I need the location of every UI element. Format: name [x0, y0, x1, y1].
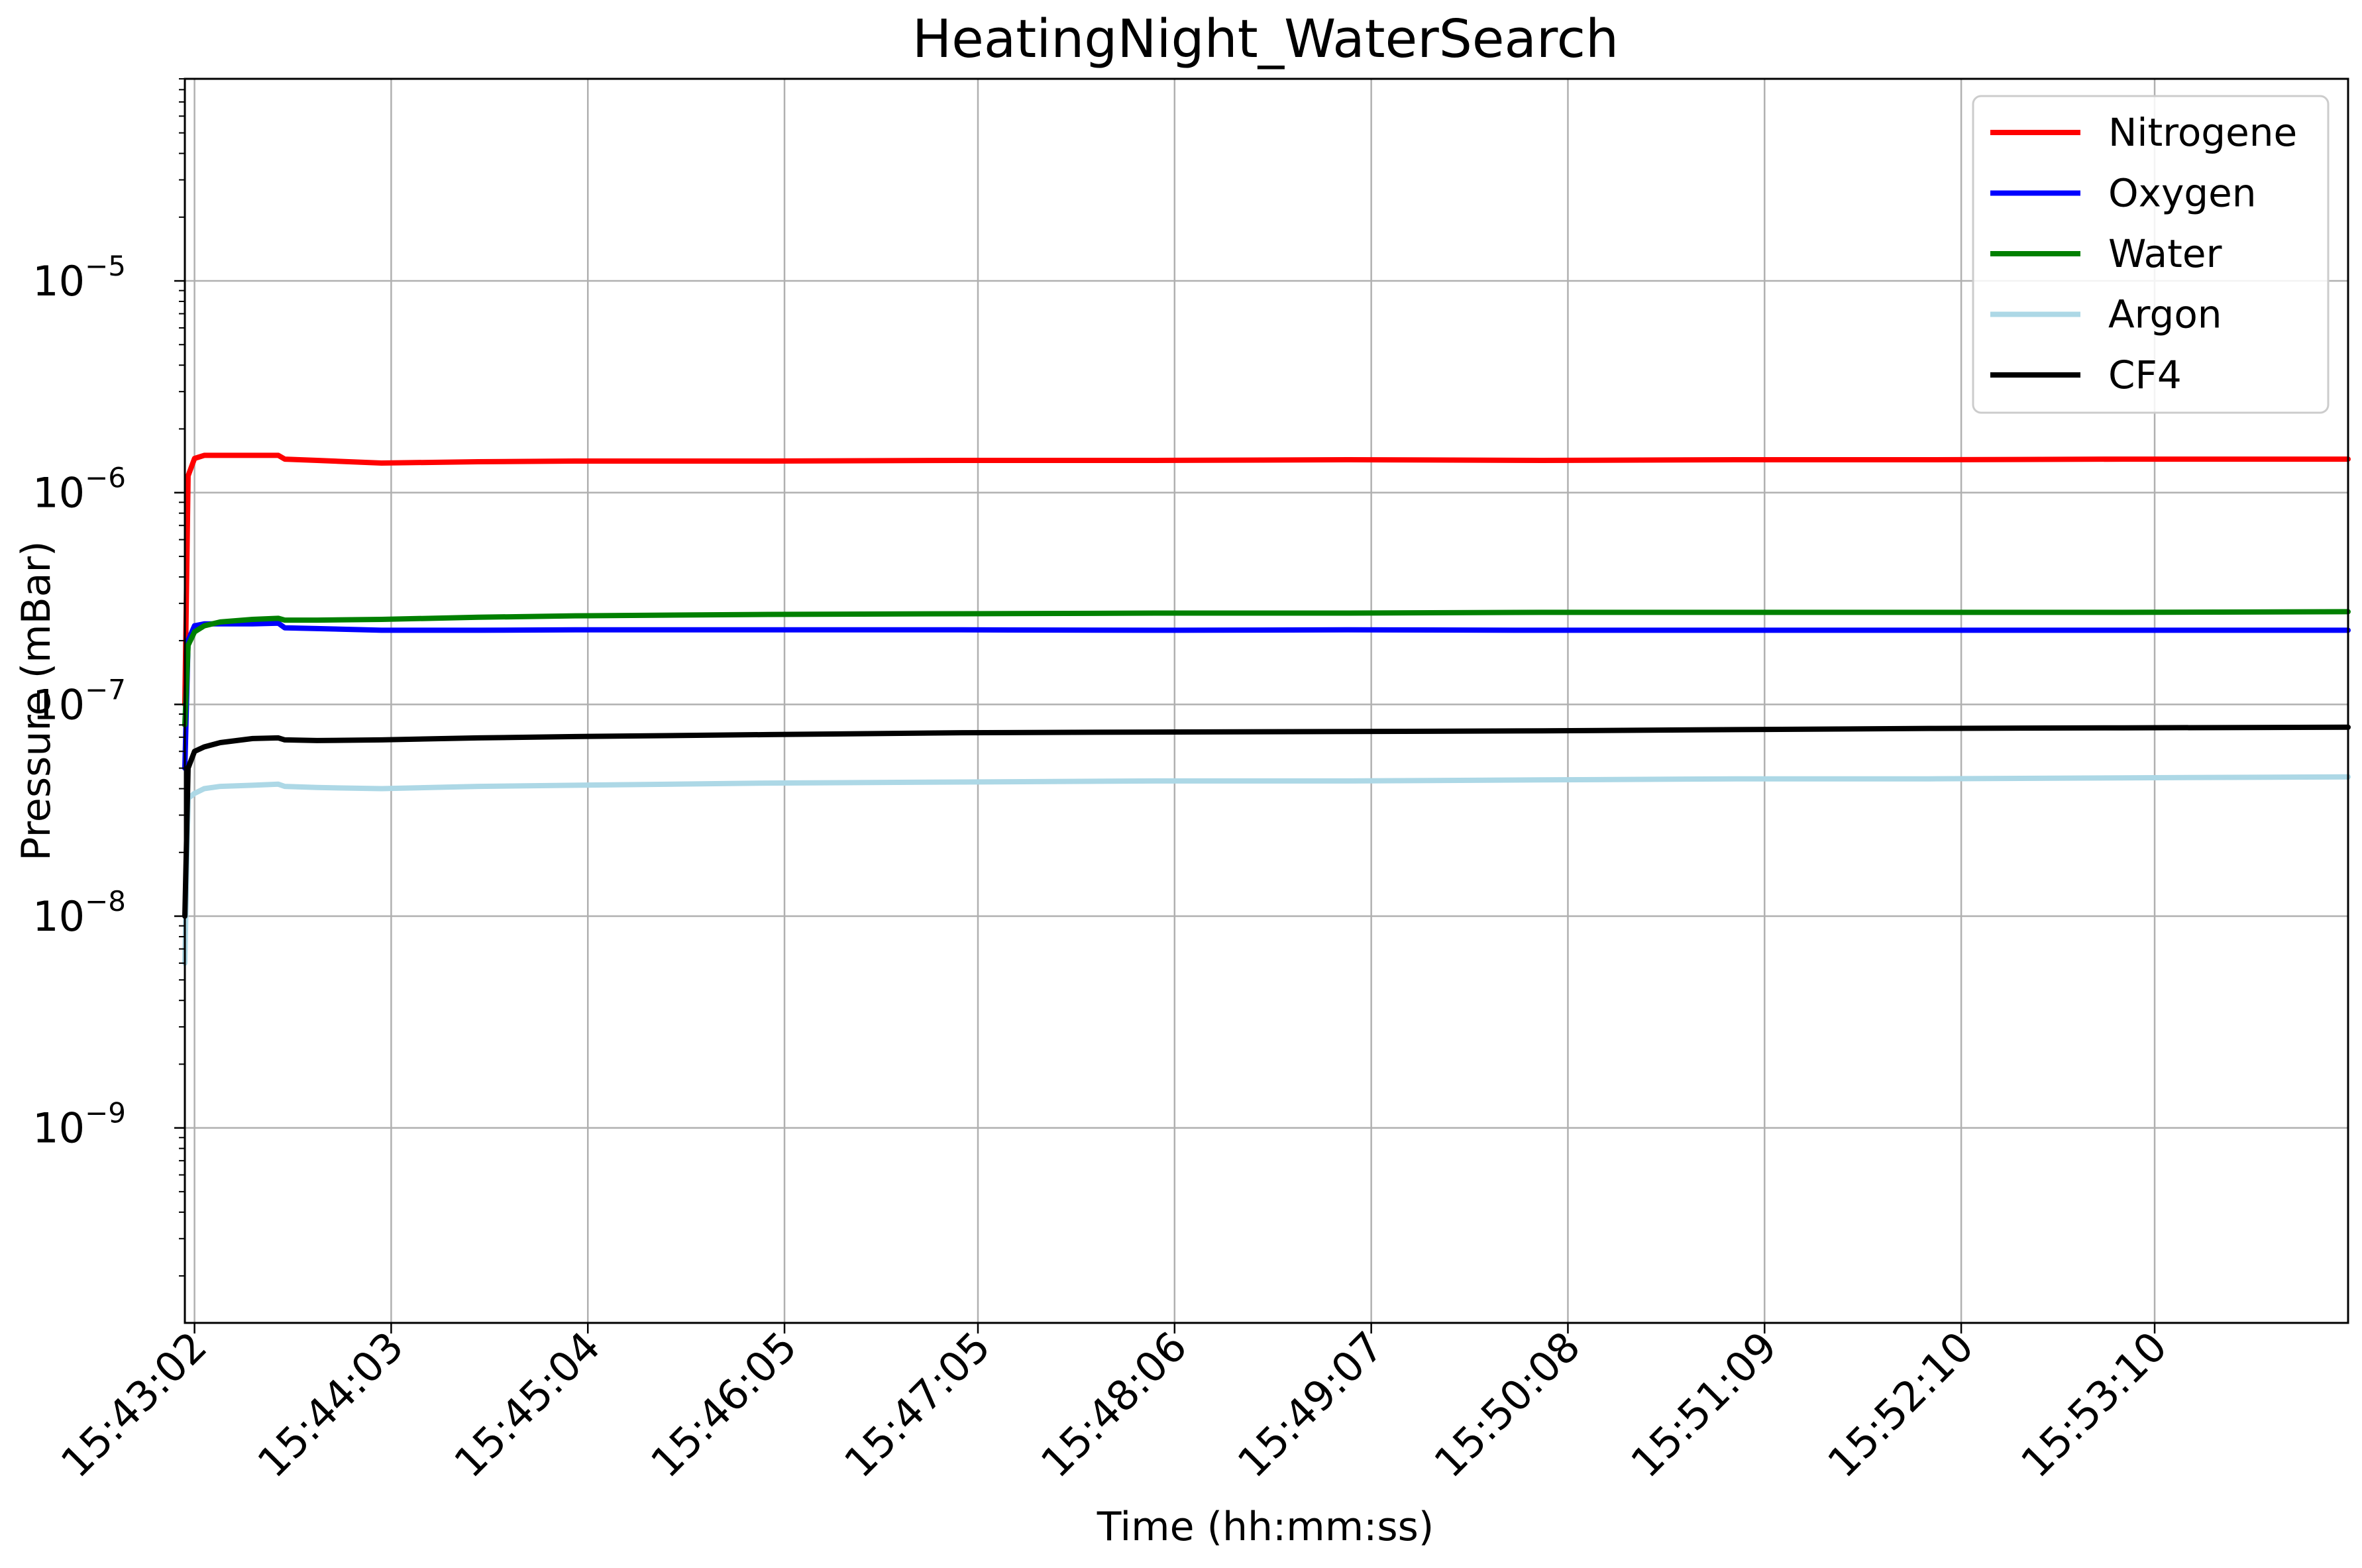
y-axis: 10−9 10−8 10−7 10−6 10−5	[32, 78, 185, 1277]
legend-box	[1972, 95, 2330, 414]
y-tick-label: 10−5	[32, 250, 126, 305]
legend-label: Argon	[2108, 292, 2222, 337]
series-line-argon	[182, 774, 2351, 966]
y-tick-label: 10−6	[32, 462, 126, 517]
chart-title: HeatingNight_WaterSearch	[912, 9, 1619, 70]
plot-frame	[184, 78, 2349, 1324]
series-line-nitrogene	[182, 452, 2351, 707]
grid	[185, 79, 2348, 1323]
legend-label: Water	[2108, 231, 2222, 276]
y-tick-label: 10−8	[32, 885, 126, 941]
legend-label: CF4	[2108, 352, 2182, 397]
legend: Nitrogene Oxygen Water Argon CF4	[1972, 95, 2330, 414]
series-line-water	[182, 609, 2351, 728]
legend-label: Oxygen	[2108, 171, 2257, 216]
y-tick-label: 10−9	[32, 1097, 126, 1153]
y-axis-label: Pressure (mBar)	[13, 541, 60, 861]
legend-label: Nitrogene	[2108, 110, 2297, 155]
series-line-cf4	[182, 724, 2351, 919]
series-layer	[182, 452, 2351, 966]
x-axis-label: Time (hh:mm:ss)	[1097, 1504, 1434, 1550]
y-tick-label: 10−7	[32, 673, 126, 729]
